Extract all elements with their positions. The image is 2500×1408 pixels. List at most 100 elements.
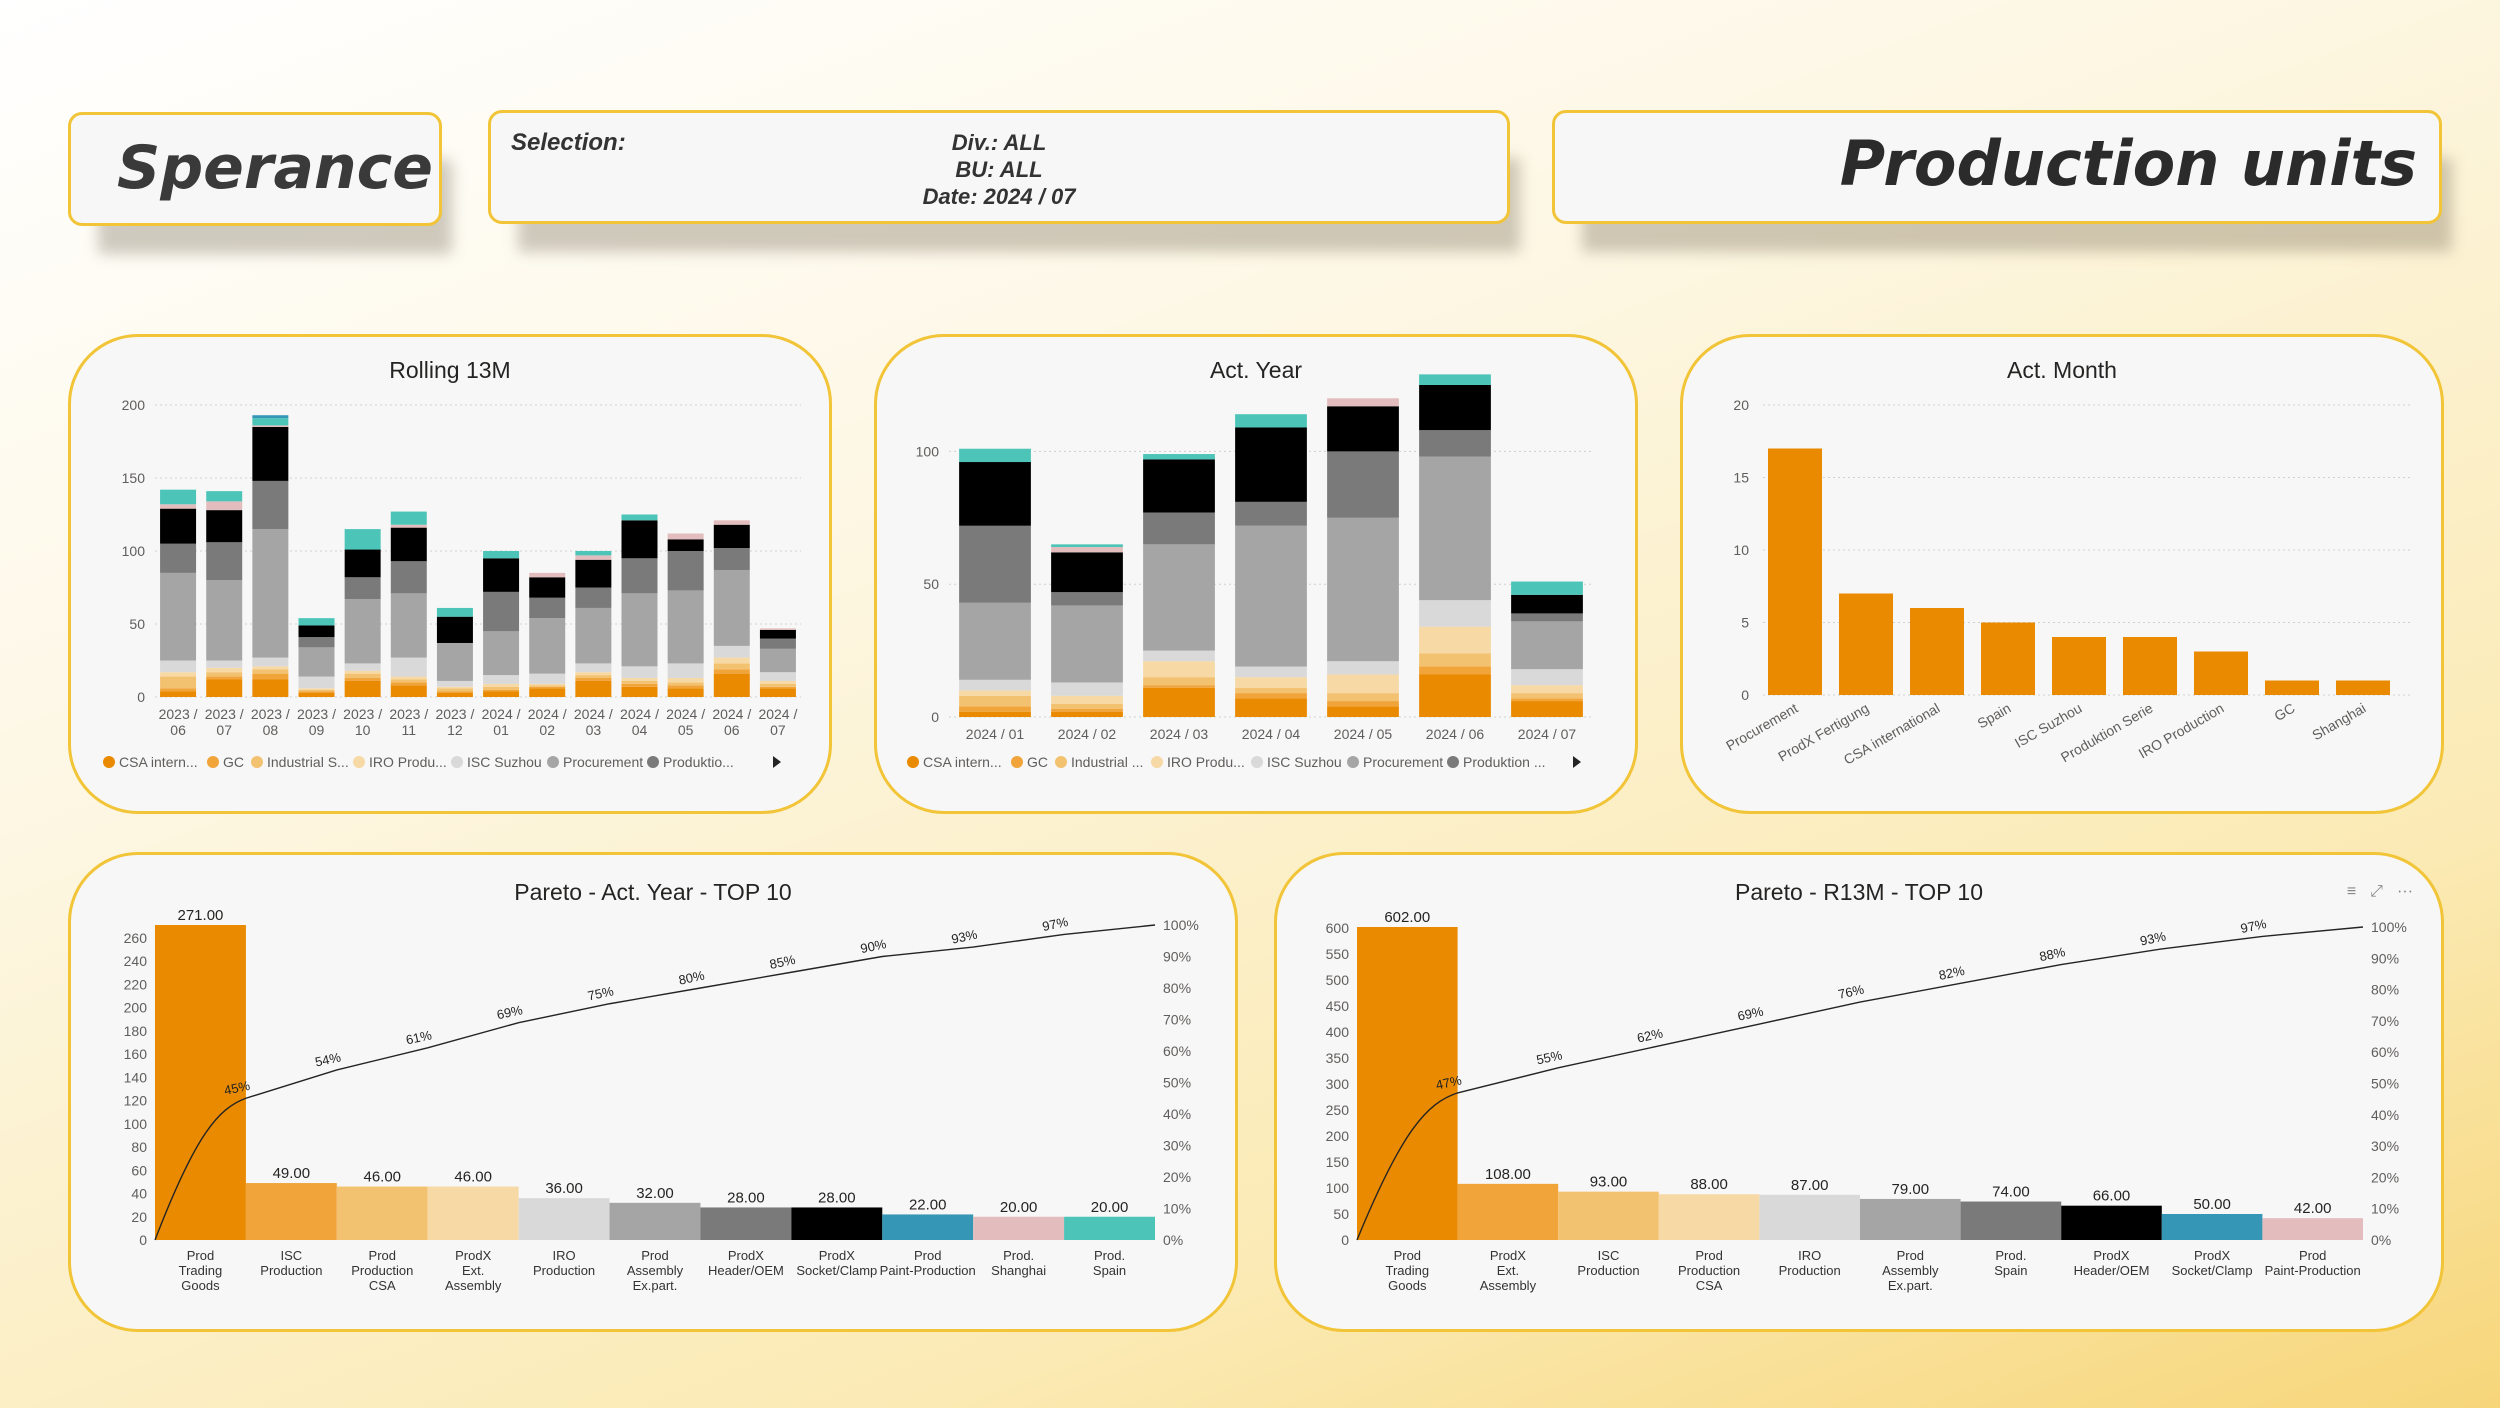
bar-segment [206,660,243,668]
x-tick-label: Ext. [1497,1263,1519,1278]
legend-marker [103,756,115,768]
actyear-panel: Act. Year 0 50 100 2024 / 01 2024 / 02 2024 /… [874,334,1638,814]
legend-marker [251,756,263,768]
y-tick-label: 20 [1733,397,1749,413]
x-tick-label: 2023 / [389,706,428,722]
y-tick-label: 10 [1733,542,1749,558]
legend-label: CSA intern... [923,754,1002,770]
bar-segment [759,638,796,649]
bar-segment [959,602,1031,680]
pareto-bar [1658,1194,1760,1240]
legend-marker [1011,756,1023,768]
bar-segment [667,688,704,697]
pareto-bar [245,1183,337,1240]
x-tick-label: ProdX [1490,1248,1526,1263]
bar-segment [390,657,427,677]
value-label: 28.00 [727,1189,765,1206]
legend-label: Procurement [563,754,643,770]
brand-card: Sperance [68,112,442,226]
bar-segment [621,514,658,521]
bar-segment [298,637,335,648]
y2-tick-label: 40% [2371,1107,2399,1123]
y-tick-label: 0 [1341,1232,1349,1248]
bar-segment [667,663,704,679]
legend-label: Produktion ... [1463,754,1546,770]
legend-label: IRO Produ... [1167,754,1245,770]
bar-segment [160,504,197,509]
bar-segment [436,688,473,692]
x-tick-label: CSA [1696,1278,1723,1293]
bar-segment [529,686,566,689]
bar-segment [1235,501,1307,526]
bar-segment [667,685,704,689]
bar-segment [436,686,473,689]
bar-segment [298,625,335,638]
bar-segment [1511,685,1583,694]
bar-segment [529,618,566,674]
bar-segment [667,678,704,683]
x-tick-label: Header/OEM [708,1263,784,1278]
legend-label: IRO Produ... [369,754,447,770]
bar-segment [575,672,612,676]
x-tick-label: Shanghai [991,1263,1046,1278]
bar-segment [1511,701,1583,717]
value-label: 50.00 [2193,1196,2231,1213]
bar-segment [390,527,427,562]
bar-segment [483,689,520,692]
x-tick-label: 06 [724,722,740,738]
x-tick-label: Prod. [1995,1248,2026,1263]
x-tick-label: Prod [641,1248,668,1263]
bar-segment [344,670,381,674]
more-options-icon[interactable]: ⋯ [2396,883,2427,900]
bar-segment [1235,687,1307,694]
bar-segment [1419,385,1491,431]
bar-segment [575,678,612,681]
y2-tick-label: 100% [1163,917,1199,933]
pareto-bar [882,1214,974,1240]
y-tick-label: 150 [122,470,146,486]
value-label: 36.00 [545,1180,583,1197]
value-label: 20.00 [1091,1199,1129,1216]
filter-icon[interactable]: ≡ [2346,883,2371,900]
bar-segment [1327,693,1399,702]
bar-segment [206,580,243,661]
x-tick-label: 2023 / [159,706,198,722]
bar-segment [206,542,243,581]
cumulative-label: 90% [859,936,888,956]
bar-segment [759,672,796,681]
value-label: 22.00 [909,1196,947,1213]
y2-tick-label: 50% [1163,1075,1191,1091]
y2-tick-label: 20% [1163,1169,1191,1185]
legend-label: Produktio... [663,754,734,770]
bar-segment [713,548,750,570]
bar-segment [1235,693,1307,699]
legend-marker [1347,756,1359,768]
x-tick-label: Spain [1093,1263,1126,1278]
y-tick-label: 400 [1326,1024,1350,1040]
y2-tick-label: 10% [2371,1201,2399,1217]
focus-mode-icon[interactable]: ⤢ [2370,883,2397,900]
x-tick-label: ProdX [455,1248,491,1263]
cumulative-label: 93% [950,927,979,947]
y-tick-label: 100 [916,443,940,459]
x-tick-label: 2024 / 02 [1058,726,1117,742]
selection-division: Div.: ALL [951,130,1047,155]
y2-tick-label: 0% [2371,1232,2391,1248]
cumulative-label: 54% [314,1049,343,1069]
selection-date: Date: 2024 / 07 [922,184,1076,209]
bar-segment [1235,666,1307,678]
bar-segment [1419,456,1491,601]
y-tick-label: 40 [131,1186,147,1202]
selection-card: Selection: Div.: ALL BU: ALL Date: 2024 … [488,110,1510,224]
legend-marker [1055,756,1067,768]
bar-segment [1051,709,1123,712]
bar-segment [713,669,750,674]
bar-segment [436,691,473,693]
x-tick-label: 2024 / 03 [1150,726,1209,742]
x-tick-label: Trading [1385,1263,1429,1278]
y2-tick-label: 20% [2371,1169,2399,1185]
bar-segment [713,569,750,646]
x-tick-label: Socket/Clamp [796,1263,877,1278]
x-tick-label: Paint-Production [2265,1263,2361,1278]
